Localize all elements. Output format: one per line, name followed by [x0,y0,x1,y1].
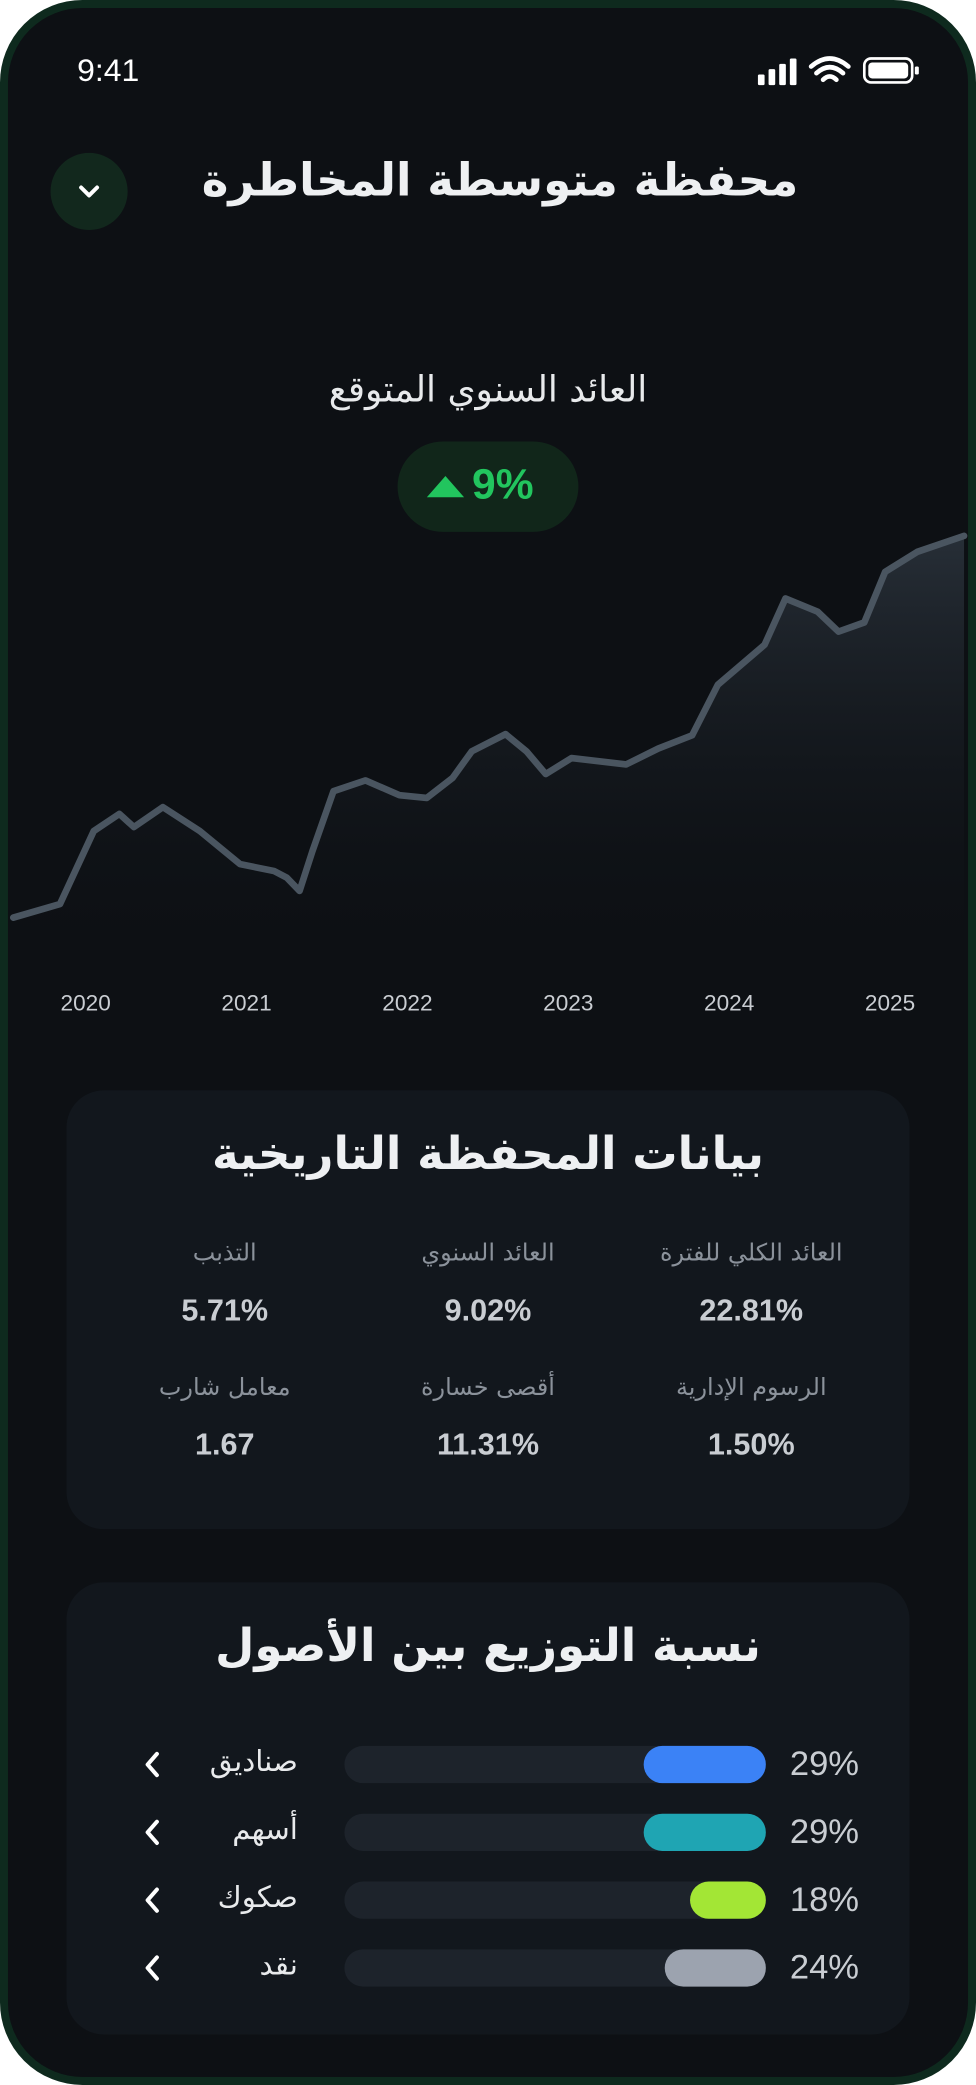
x-tick-label: 2025 [865,991,915,1016]
stat-label: الرسوم الإدارية [675,1373,827,1402]
stat-value: 5.71% [181,1292,269,1328]
allocation-bar [344,1881,766,1919]
asset-percent: 29% [789,1743,860,1784]
allocation-row[interactable]: نقد 24% [66,1939,909,1998]
expected-return-value: 9% [472,460,534,508]
chevron [145,1819,159,1845]
chevron [145,1887,159,1913]
asset-name: نقد [259,1949,298,1983]
stat-value: 11.31% [436,1426,540,1462]
allocation-card: نسبة التوزيع بين الأصول صناديق 29% أسهم 29%… [66,1582,910,2035]
up-triangle-icon [426,476,465,498]
stat-label: العائد الكلي للفترة [659,1239,843,1268]
bar-track [344,1881,766,1919]
stat-value: 1.50% [707,1426,795,1462]
bar-fill [643,1745,766,1784]
allocation-row[interactable]: صناديق 29% [66,1735,909,1794]
stat: أقصى خسارة 11.31% [356,1374,619,1463]
bar-fill [690,1881,766,1919]
stat: العائد الكلي للفترة 22.81% [620,1239,883,1328]
expected-return-label: العائد السنوي المتوقع [328,369,648,411]
history-title: بيانات المحفظة التاريخية [212,1127,764,1181]
chevron-down-icon [79,185,100,198]
x-tick-label: 2024 [704,991,754,1016]
chevron-icon [145,1887,159,1913]
bar-track [344,1949,766,1987]
allocation-bar [344,1745,766,1784]
stat-label: معامل شارب [158,1373,291,1402]
chevron-icon [145,1751,159,1778]
asset-percent: 24% [789,1946,860,1987]
status-icons [757,56,919,86]
asset-name: صكوك [217,1881,298,1915]
stat: معامل شارب 1.67 [93,1374,356,1463]
stat: الرسوم الإدارية 1.50% [620,1374,883,1463]
bar-fill [664,1949,766,1987]
stat: التذبب 5.71% [93,1239,356,1328]
history-card: بيانات المحفظة التاريخية العائد الكلي لل… [66,1090,910,1530]
expected-return-badge: 9% [397,441,579,532]
allocation-row[interactable]: صكوك 18% [66,1871,909,1930]
stat-value: 22.81% [699,1292,804,1328]
stats-grid: العائد الكلي للفترة 22.81% العائد السنوي 9.… [93,1239,883,1462]
x-tick-label: 2022 [382,991,432,1016]
stat-label: العائد السنوي [421,1239,555,1268]
x-tick-label: 2023 [543,991,593,1016]
stat: العائد السنوي 9.02% [356,1239,619,1328]
page-title: محفظة متوسطة المخاطرة [201,154,799,208]
asset-name: صناديق [209,1745,298,1780]
stat-label: التذبب [192,1239,257,1268]
asset-name: أسهم [232,1813,298,1847]
allocation-row[interactable]: أسهم 29% [66,1803,909,1862]
asset-percent: 18% [789,1878,860,1919]
stat-value: 9.02% [444,1292,532,1328]
status-time: 9:41 [77,53,140,90]
stat-label: أقصى خسارة [421,1373,555,1402]
x-tick-label: 2020 [61,991,111,1016]
bar-fill [643,1813,766,1851]
chevron [145,1955,159,1981]
collapse-button[interactable] [50,152,128,231]
allocation-bar [344,1813,766,1851]
asset-percent: 29% [789,1811,860,1851]
chart: 2020 2021 2022 2023 2024 2025 [9,532,968,1016]
chevron [145,1751,159,1778]
x-tick-label: 2021 [221,991,271,1016]
line [9,532,968,921]
allocation-title: نسبة التوزيع بين الأصول [215,1619,761,1673]
allocation-bar [344,1949,766,1987]
stat-value: 1.67 [194,1426,255,1462]
area [13,535,965,971]
chevron-icon [145,1955,159,1981]
chevron-icon [145,1819,159,1845]
